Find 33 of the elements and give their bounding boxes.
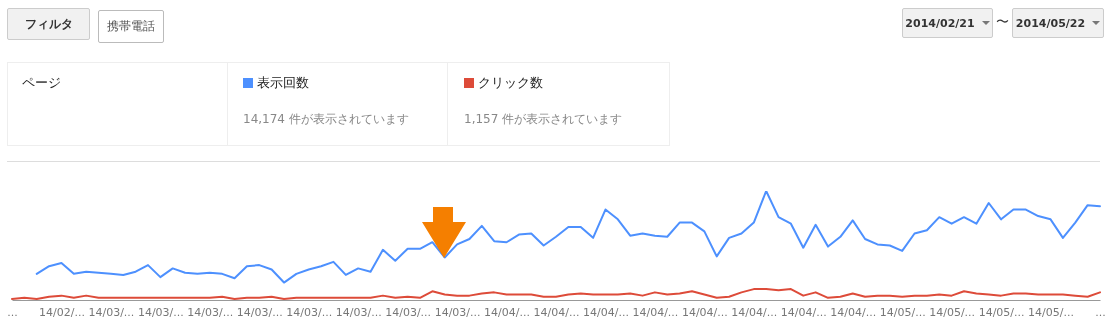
x-tick-label: 14/03/... — [286, 305, 333, 319]
text: ページ — [22, 74, 61, 92]
x-tick-label: 14/03/... — [236, 305, 283, 319]
x-tick-label: 14/05/... — [879, 305, 926, 319]
x-tick-label: ... — [7, 305, 18, 319]
x-tick-label: ... — [1095, 305, 1106, 319]
legend-label: 表示回数 — [256, 74, 309, 92]
x-tick-label: 14/04/... — [681, 305, 728, 319]
x-tick-label: 14/05/... — [978, 305, 1025, 319]
x-tick-label: 14/04/... — [484, 305, 530, 319]
x-tick-label: 14/02/... — [39, 305, 85, 319]
x-tick-label: 14/05/... — [929, 305, 976, 319]
legend-label: クリック数 — [477, 74, 543, 92]
x-tick-label: 14/04/... — [632, 305, 679, 319]
x-tick-label: 14/04/... — [533, 305, 580, 319]
x-tick-label: 14/04/... — [830, 305, 877, 319]
x-tick-label: 14/05/... — [1028, 305, 1074, 319]
x-tick-label: 14/03/... — [335, 305, 382, 319]
x-tick-label: 14/03/... — [385, 305, 432, 319]
x-tick-label: 14/03/... — [137, 305, 184, 319]
text: 14,174 件が表示されています — [243, 111, 409, 128]
text: 2014/02/21 — [902, 8, 993, 38]
x-tick-label: 14/04/... — [583, 305, 629, 319]
text: 携帯電話 — [98, 10, 164, 43]
x-tick-label: 14/03/... — [187, 305, 234, 319]
x-tick-label: 14/04/... — [731, 305, 778, 319]
x-tick-label: 14/04/... — [780, 305, 827, 319]
text: 1,157 件が表示されています — [464, 111, 623, 128]
text: フィルタ — [7, 8, 90, 40]
text: 2014/05/22 — [1012, 8, 1104, 38]
x-tick-label: 14/03/... — [434, 305, 481, 319]
x-tick-label: 14/03/... — [88, 305, 135, 319]
text: 〜 — [996, 13, 1009, 31]
